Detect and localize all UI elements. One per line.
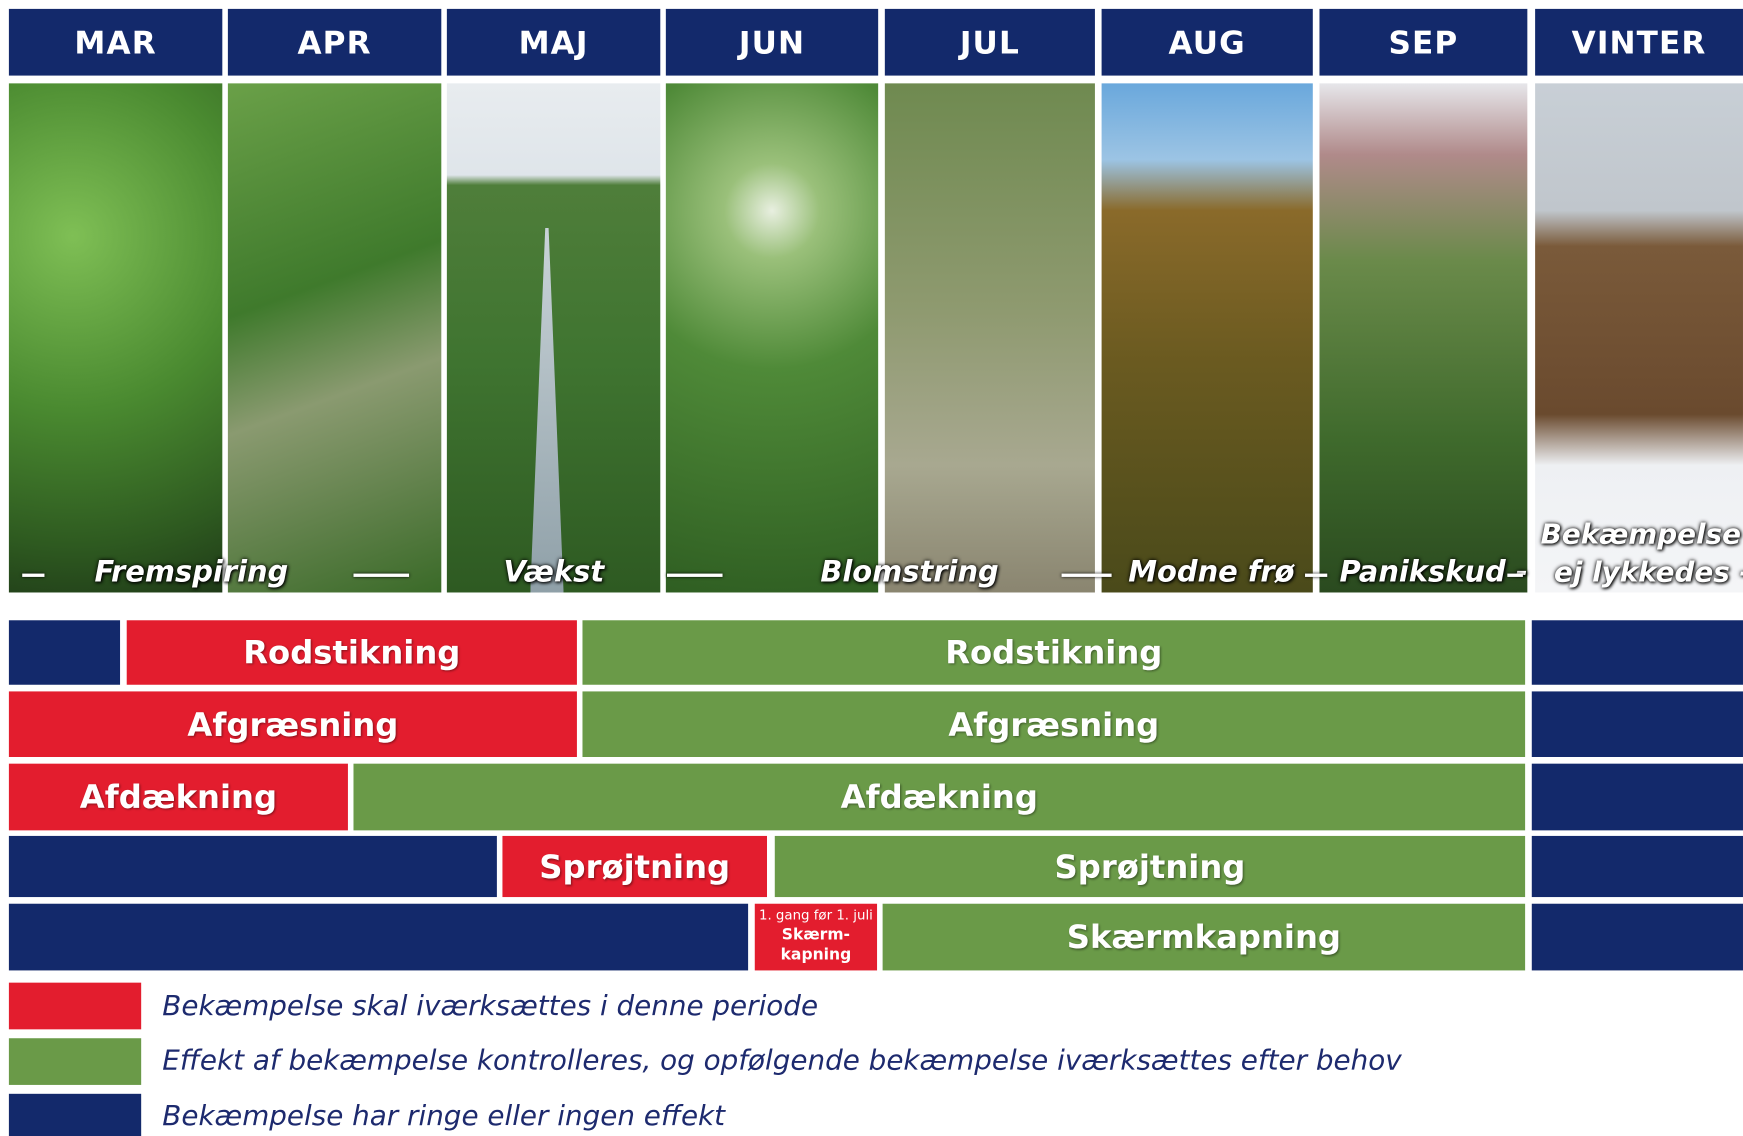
photo-caption: Blomstring	[820, 556, 998, 589]
legend-text: Effekt af bekæmpelse kontrolleres, og op…	[162, 1044, 1401, 1076]
photo-stream	[530, 228, 563, 593]
segment-start: Afdækning	[9, 764, 348, 831]
segment-note: 1. gang før 1. juli	[755, 907, 877, 923]
segment-follow-up: Rodstikning	[582, 620, 1525, 684]
photo	[1102, 83, 1313, 592]
caption-dash	[1507, 574, 1523, 577]
page: MAR APR MAJ JUN JUL AUG SEP VINTER Frems…	[0, 0, 1743, 1136]
photo-caption: Modne frø	[1128, 556, 1294, 589]
legend-swatch	[9, 1038, 141, 1085]
photo	[666, 83, 878, 592]
segment-follow-up: Skærmkapning	[883, 904, 1526, 971]
legend-text: Bekæmpelse skal iværksættes i denne peri…	[162, 989, 818, 1021]
photo	[885, 83, 1095, 592]
photo	[447, 83, 660, 592]
month-header: APR	[228, 9, 441, 76]
month-header: MAJ	[447, 9, 660, 76]
segment-none	[1532, 904, 1743, 971]
segment-follow-up: Sprøjtning	[775, 836, 1525, 897]
segment-none	[1532, 691, 1743, 757]
photo-caption: Bekæmpelse	[1541, 518, 1741, 550]
photo-caption: ej lykkedes -	[1554, 556, 1743, 588]
segment-start: Afgræsning	[9, 691, 577, 757]
photo	[228, 83, 441, 592]
photo	[9, 83, 222, 592]
segment-follow-up: Afdækning	[353, 764, 1525, 831]
caption-dash	[1062, 574, 1112, 577]
segment-start: Sprøjtning	[502, 836, 767, 897]
legend-swatch	[9, 983, 141, 1030]
segment-none	[9, 836, 497, 897]
photo	[1319, 83, 1527, 592]
segment-start: 1. gang før 1. juli Skærm-kapning	[755, 904, 877, 971]
caption-dash	[1305, 574, 1327, 577]
month-header: JUN	[666, 9, 878, 76]
segment-none	[1532, 764, 1743, 831]
segment-start: Rodstikning	[127, 620, 577, 684]
segment-none	[1532, 836, 1743, 897]
photo	[1535, 83, 1743, 592]
month-header: MAR	[9, 9, 222, 76]
caption-dash	[667, 574, 723, 577]
month-header: VINTER	[1535, 9, 1743, 76]
photo-caption: Panikskud -	[1339, 556, 1527, 589]
segment-none	[1532, 620, 1743, 684]
segment-none	[9, 620, 120, 684]
legend-swatch	[9, 1094, 141, 1136]
photo-caption: Fremspiring	[94, 556, 288, 589]
caption-dash	[22, 574, 44, 577]
photo-caption: Vækst	[504, 556, 605, 589]
segment-none	[9, 904, 748, 971]
month-header: AUG	[1102, 9, 1313, 76]
legend-text: Bekæmpelse har ringe eller ingen effekt	[162, 1099, 725, 1131]
month-header: JUL	[885, 9, 1095, 76]
segment-follow-up: Afgræsning	[582, 691, 1525, 757]
segment-label: Skærm-kapning	[777, 925, 855, 965]
month-header: SEP	[1319, 9, 1527, 76]
caption-dash	[353, 574, 409, 577]
diagram: MAR APR MAJ JUN JUL AUG SEP VINTER Frems…	[0, 0, 1743, 1136]
